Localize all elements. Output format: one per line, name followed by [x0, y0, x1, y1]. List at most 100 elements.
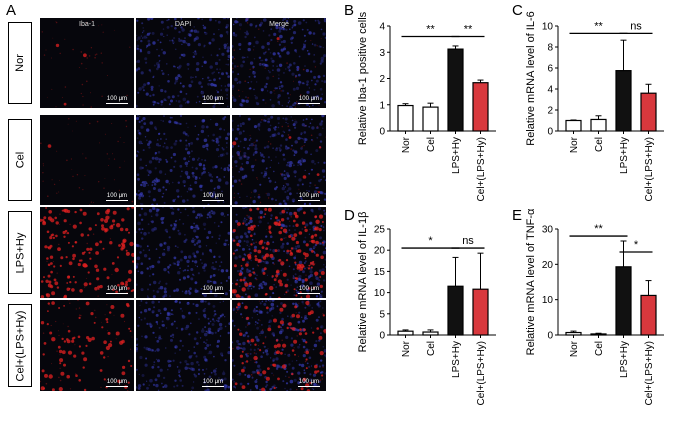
micrograph-image: [41, 19, 131, 108]
scale-bar-label: 100 μm: [106, 379, 128, 385]
panel-c-letter: C: [512, 2, 523, 19]
scale-bar-line: [106, 200, 128, 201]
micrograph-image: [232, 207, 326, 298]
y-tick-label: 10: [374, 288, 386, 299]
scale-bar-line: [202, 103, 224, 104]
micrograph-image: [136, 207, 230, 298]
scale-bar-line: [298, 200, 320, 201]
scale-bar: 100 μm: [298, 96, 320, 104]
y-tick-label: 3: [379, 48, 385, 59]
scale-bar: 100 μm: [298, 379, 320, 387]
scale-bar: 100 μm: [202, 96, 224, 104]
scale-bar-line: [298, 386, 320, 387]
micrograph-image: [40, 118, 134, 205]
y-tick-label: 6: [547, 64, 553, 75]
y-tick-label: 1: [379, 100, 385, 111]
x-tick-label: Cel+(LPS+Hy): [644, 137, 655, 201]
channel-label: Iba-1: [79, 21, 95, 28]
micrograph-tile: 100 μm: [232, 207, 326, 298]
y-tick-label: 2: [379, 74, 385, 85]
micrograph-tile: 100 μm: [232, 115, 326, 205]
y-axis-label: Relative mRNA level of TNF-α: [525, 208, 537, 355]
scale-bar-line: [298, 293, 320, 294]
chart-panel-c: Relative mRNA level of IL-6 0 2 4 6 8 10 Nor Cel…: [508, 0, 677, 205]
scale-bar-label: 100 μm: [202, 96, 224, 102]
y-tick-label: 10: [542, 22, 554, 33]
y-tick-label: 4: [379, 22, 385, 33]
row-label-text: Cel: [13, 151, 26, 169]
scale-bar-label: 100 μm: [298, 96, 320, 102]
y-tick-label: 0: [379, 127, 385, 138]
scale-bar-label: 100 μm: [202, 193, 224, 199]
x-tick-label: LPS+Hy: [619, 341, 630, 378]
scale-bar: 100 μm: [106, 379, 128, 387]
bar: [640, 294, 657, 336]
bar: [472, 82, 489, 132]
chart-panel-b: Relative Iba-1 positive cells 0 1 2 3 4 Nor Cel…: [340, 0, 510, 205]
scale-bar: 100 μm: [298, 286, 320, 294]
y-tick-label: 8: [547, 43, 553, 54]
channel-label: Merge: [269, 21, 289, 28]
row-label-text: Cel+(LPS+Hy): [14, 310, 27, 381]
scale-bar: 100 μm: [106, 193, 128, 201]
micrograph-image: [40, 207, 134, 298]
significance-label: **: [464, 24, 473, 36]
significance-label: *: [428, 235, 433, 247]
micrograph-image: [136, 300, 230, 391]
bar: [422, 331, 439, 336]
significance-label: ns: [630, 20, 642, 32]
bar: [397, 104, 414, 132]
scale-bar-line: [202, 386, 224, 387]
scale-bar-label: 100 μm: [106, 193, 128, 199]
bar-chart-svg: Relative mRNA level of TNF-α 0 10 20 30 Nor Ce…: [525, 208, 664, 405]
chart-panel-e: Relative mRNA level of TNF-α 0 10 20 30 Nor Ce…: [508, 205, 677, 419]
y-axis-label: Relative Iba-1 positive cells: [357, 11, 369, 145]
chart-panel-d: Relative mRNA level of IL-1β 0 5 10 15 20 25 No…: [340, 205, 510, 419]
significance-label: *: [634, 239, 639, 251]
bar: [447, 48, 464, 132]
bar: [565, 119, 582, 132]
x-tick-label: Nor: [569, 136, 580, 153]
x-tick-label: LPS+Hy: [451, 137, 462, 174]
scale-bar: 100 μm: [202, 379, 224, 387]
bar: [397, 330, 414, 336]
micrograph-tile: 100 μm: [40, 207, 134, 298]
panel-d-letter: D: [344, 207, 355, 224]
micrograph-image: [232, 115, 326, 205]
scale-bar-label: 100 μm: [202, 379, 224, 385]
x-tick-label: LPS+Hy: [451, 341, 462, 378]
panel-e-letter: E: [512, 207, 523, 224]
x-tick-label: Nor: [401, 136, 412, 153]
bar: [590, 118, 607, 132]
micrograph-image: [232, 300, 326, 391]
scale-bar-line: [298, 103, 320, 104]
scale-bar-line: [106, 386, 128, 387]
scale-bar-line: [202, 200, 224, 201]
x-tick-label: LPS+Hy: [619, 137, 630, 174]
bar: [447, 285, 464, 336]
micrograph-tile: DAPI 100 μm: [136, 18, 230, 108]
bar: [565, 331, 582, 336]
x-tick-label: Nor: [569, 340, 580, 357]
bar-chart-svg: Relative mRNA level of IL-1β 0 5 10 15 20 25 No…: [357, 212, 496, 405]
y-tick-label: 5: [379, 309, 385, 320]
row-label-text: LPS+Hy: [14, 232, 27, 273]
x-tick-label: Cel+(LPS+Hy): [644, 341, 655, 405]
micrograph-image: [232, 18, 326, 108]
micrograph-image: [40, 300, 133, 391]
micrograph-image: [136, 115, 230, 205]
scale-bar: 100 μm: [202, 286, 224, 294]
significance-label: **: [594, 20, 603, 32]
y-tick-label: 4: [547, 85, 553, 96]
y-axis-label: Relative mRNA level of IL-1β: [357, 212, 369, 353]
micrograph-tile: Merge 100 μm: [232, 18, 326, 108]
scale-bar-label: 100 μm: [298, 379, 320, 385]
x-tick-label: Cel: [426, 341, 437, 356]
x-tick-label: Cel: [594, 341, 605, 356]
y-tick-label: 20: [542, 260, 554, 271]
significance-label: **: [426, 24, 435, 36]
scale-bar-line: [202, 293, 224, 294]
scale-bar-line: [106, 293, 128, 294]
bar-chart-svg: Relative Iba-1 positive cells 0 1 2 3 4 Nor Cel…: [357, 11, 496, 201]
micrograph-tile: 100 μm: [136, 207, 230, 298]
